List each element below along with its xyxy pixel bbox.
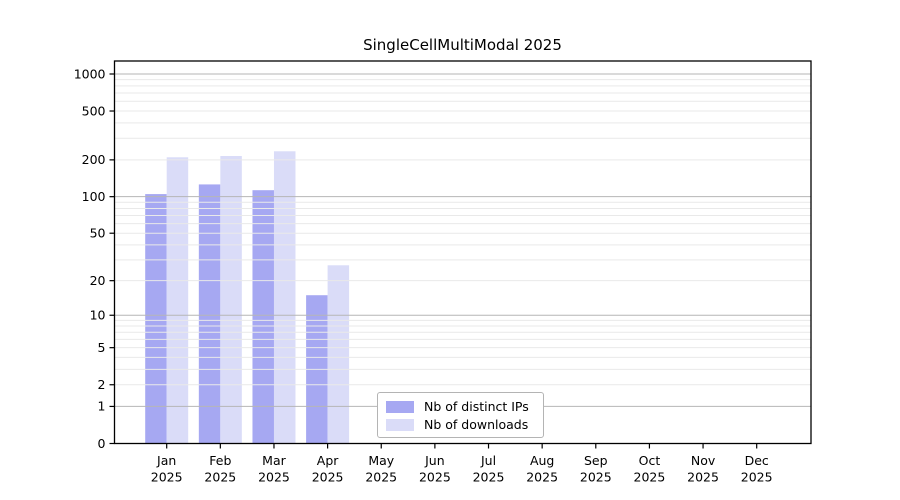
x-tick-label-year: 2025 (473, 470, 505, 485)
x-tick-label-year: 2025 (634, 470, 666, 485)
bar-ips-mar (252, 190, 274, 444)
x-tick-label-year: 2025 (687, 470, 719, 485)
x-tick-label-year: 2025 (204, 470, 236, 485)
x-tick-label-year: 2025 (526, 470, 558, 485)
bar-downloads-apr (327, 265, 350, 444)
x-tick-label-year: 2025 (151, 470, 183, 485)
legend-item-distinct-ips: Nb of distinct IPs (386, 399, 535, 414)
x-tick-label-year: 2025 (312, 470, 344, 485)
chart-title: SingleCellMultiModal 2025 (363, 36, 562, 54)
x-tick-label-year: 2025 (365, 470, 397, 485)
x-tick-label-month: Jan (156, 453, 176, 468)
y-tick-label: 5 (98, 340, 106, 355)
y-tick-label: 1000 (74, 66, 106, 81)
x-tick-label-month: Jun (424, 453, 445, 468)
y-tick-label: 10 (90, 308, 106, 323)
legend-label-distinct-ips: Nb of distinct IPs (424, 399, 529, 414)
bar-downloads-jan (166, 157, 189, 444)
x-tick-label-year: 2025 (258, 470, 290, 485)
y-tick-label: 200 (82, 152, 106, 167)
bar-ips-feb (198, 184, 221, 444)
x-tick-label-year: 2025 (741, 470, 773, 485)
x-tick-label-month: Oct (639, 453, 661, 468)
x-tick-label-month: Jul (480, 453, 496, 468)
x-tick-label-month: Apr (317, 453, 339, 468)
y-tick-label: 50 (90, 226, 106, 241)
legend-item-downloads: Nb of downloads (386, 417, 535, 432)
y-tick-label: 500 (82, 103, 106, 118)
plot-border (113, 60, 812, 445)
legend-swatch-distinct-ips-icon (386, 400, 414, 413)
bar-ips-jan (145, 194, 167, 444)
legend-label-downloads: Nb of downloads (424, 417, 529, 432)
legend-swatch-downloads-icon (386, 418, 414, 431)
y-tick-label: 2 (98, 377, 106, 392)
legend: Nb of distinct IPs Nb of downloads (377, 392, 544, 438)
y-tick-label: 0 (98, 436, 106, 451)
x-tick-label-month: Dec (745, 453, 769, 468)
x-tick-label-year: 2025 (419, 470, 451, 485)
y-tick-label: 100 (82, 189, 106, 204)
y-tick-label: 1 (98, 399, 106, 414)
x-tick-label-year: 2025 (580, 470, 612, 485)
x-tick-label-month: Feb (209, 453, 231, 468)
x-tick-label-month: Sep (584, 453, 608, 468)
bar-downloads-mar (273, 151, 296, 444)
y-tick-label: 20 (90, 273, 106, 288)
bar-downloads-feb (220, 156, 242, 444)
x-tick-label-month: Nov (691, 453, 716, 468)
x-tick-label-month: Mar (262, 453, 286, 468)
x-tick-label-month: May (368, 453, 394, 468)
x-tick-label-month: Aug (530, 453, 554, 468)
